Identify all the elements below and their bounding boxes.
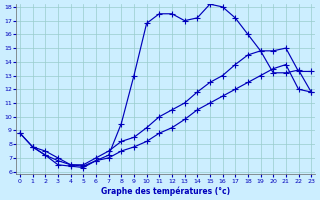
X-axis label: Graphe des températures (°c): Graphe des températures (°c) bbox=[101, 186, 230, 196]
